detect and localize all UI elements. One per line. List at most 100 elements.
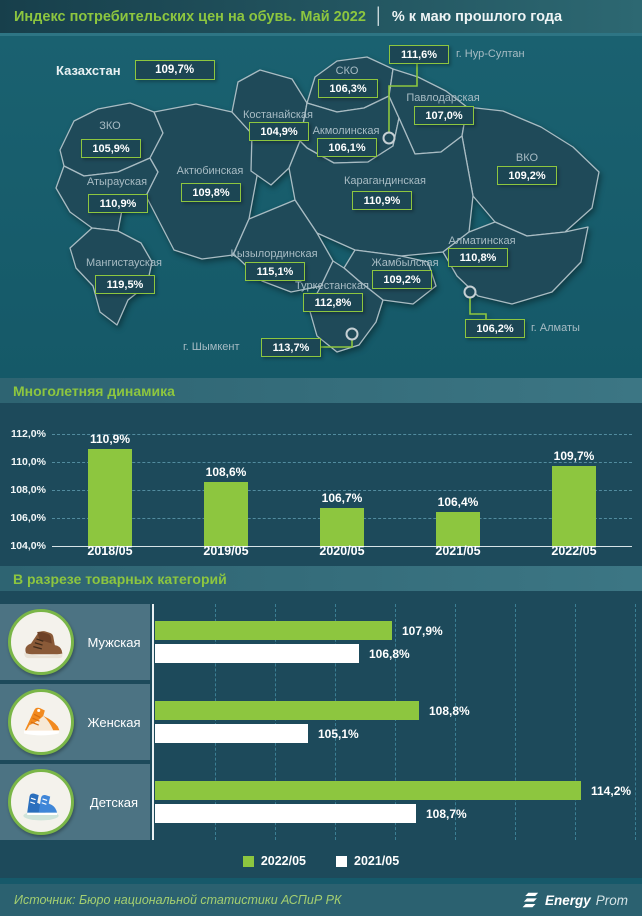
bar-value-label: 106,4% xyxy=(437,495,479,510)
region-shape-almaty-obl xyxy=(442,221,589,305)
country-value-badge: 109,7% xyxy=(134,60,215,80)
region-label: г. Алматы xyxy=(531,322,580,334)
gridline xyxy=(52,462,632,463)
region-value-badge: 110,9% xyxy=(352,191,412,210)
region-value-badge: 105,9% xyxy=(81,139,141,158)
x-axis-label: 2019/05 xyxy=(203,544,249,558)
gridline xyxy=(52,434,632,435)
region-value-badge: 109,2% xyxy=(497,166,557,185)
energyprom-icon xyxy=(522,892,539,908)
region-value-badge: 109,8% xyxy=(181,183,241,202)
x-axis-label: 2020/05 xyxy=(319,544,365,558)
gridline xyxy=(215,604,216,840)
header: Индекс потребительских цен на обувь. Май… xyxy=(0,0,642,36)
region-value-badge: 106,3% xyxy=(318,79,378,98)
region-label: Актюбинская xyxy=(176,165,244,177)
region-label: Акмолинская xyxy=(312,125,380,137)
region-label: Павлодарская xyxy=(406,92,480,104)
bar-value-label: 107,9% xyxy=(402,623,443,638)
category-icon-circle xyxy=(8,689,74,755)
x-axis-label: 2018/05 xyxy=(87,544,133,558)
energyprom-logo: Energy Prom xyxy=(522,892,628,908)
bar xyxy=(155,724,308,743)
title-separator: │ xyxy=(373,7,384,25)
category-panel: Женская xyxy=(0,684,150,760)
bar-column: 109,7% 2022/05 xyxy=(516,403,632,561)
category-row: Мужская 107,9% 106,8% xyxy=(0,604,642,680)
y-axis-tick: 108,0% xyxy=(10,484,46,496)
almaty-marker xyxy=(463,285,477,299)
gridline xyxy=(52,490,632,491)
region-value-badge: 112,8% xyxy=(303,293,363,312)
categories-axis-line xyxy=(152,604,154,840)
bar-column: 110,9% 2018/05 xyxy=(52,403,168,561)
region-value-badge: 107,0% xyxy=(414,106,474,125)
bar-column: 108,6% 2019/05 xyxy=(168,403,284,561)
gridline xyxy=(515,604,516,840)
bar xyxy=(204,481,248,546)
section-dynamics-title: Многолетняя динамика xyxy=(13,382,175,399)
bar-column: 106,7% 2020/05 xyxy=(284,403,400,561)
bar-value-label: 108,8% xyxy=(429,703,470,718)
x-axis-label: 2022/05 xyxy=(551,544,597,558)
gridline xyxy=(395,604,396,840)
region-value-badge: 119,5% xyxy=(95,275,155,294)
section-dynamics-header: Многолетняя динамика xyxy=(0,378,642,403)
region-value-badge: 109,2% xyxy=(372,270,432,289)
y-axis-tick: 112,0% xyxy=(10,428,46,440)
country-total: Казахстан 109,7% xyxy=(56,60,215,80)
mens-shoe-icon xyxy=(24,631,63,659)
region-label: Жамбылская xyxy=(371,257,439,269)
region-value-badge: 115,1% xyxy=(245,262,305,281)
region-label: Кызылординская xyxy=(230,248,318,260)
footer: Источник: Бюро национальной статистики А… xyxy=(0,884,642,916)
category-row: Женская 108,8% 105,1% xyxy=(0,684,642,760)
city-markers xyxy=(345,131,477,341)
bar xyxy=(155,621,392,640)
region-label: СКО xyxy=(335,65,359,77)
bar xyxy=(88,449,132,546)
region-label: Костанайская xyxy=(242,109,314,121)
category-panel: Детская xyxy=(0,764,150,840)
region-value-badge: 110,8% xyxy=(448,248,508,267)
shymkent-marker xyxy=(345,327,359,341)
category-label: Детская xyxy=(89,794,139,810)
bar-column: 106,4% 2021/05 xyxy=(400,403,516,561)
gridline xyxy=(52,546,632,547)
gridline xyxy=(635,604,636,840)
region-label: ЗКО xyxy=(99,120,121,132)
legend-item: 2022/05 xyxy=(242,854,306,868)
region-value-badge: 113,7% xyxy=(261,338,321,357)
bar xyxy=(552,466,596,546)
kids-shoe-icon xyxy=(23,793,59,821)
gridline xyxy=(455,604,456,840)
bar xyxy=(155,701,419,720)
nur-sultan-connector xyxy=(388,64,418,132)
almaty-connector xyxy=(469,297,487,319)
legend-swatch xyxy=(336,855,347,867)
bar-value-label: 110,9% xyxy=(89,432,131,447)
bar xyxy=(155,644,359,663)
region-label: Карагандинская xyxy=(344,175,426,187)
category-panel: Мужская xyxy=(0,604,150,680)
region-label: ВКО xyxy=(515,152,539,164)
region-shape-karaganda xyxy=(288,117,474,257)
brand-name-bold: Energy xyxy=(544,892,591,908)
category-icon-circle xyxy=(8,769,74,835)
country-label: Казахстан xyxy=(56,62,121,78)
y-axis-tick: 110,0% xyxy=(10,456,46,468)
bar-value-label: 114,2% xyxy=(591,783,632,798)
brand-name-light: Prom xyxy=(595,892,628,908)
legend-label: 2022/05 xyxy=(260,854,306,868)
region-label: Алматинская xyxy=(448,235,516,247)
section-categories-header: В разрезе товарных категорий xyxy=(0,566,642,591)
region-shape-aktobe xyxy=(145,103,258,260)
y-axis-tick: 106,0% xyxy=(10,512,46,524)
legend-label: 2021/05 xyxy=(354,854,400,868)
bar-value-label: 106,8% xyxy=(369,646,410,661)
gridline xyxy=(275,604,276,840)
bar xyxy=(320,508,364,546)
section-categories-title: В разрезе товарных категорий xyxy=(13,570,227,587)
categories-bar-chart: Мужская 107,9% 106,8% Женская 108,8% 105,1% … xyxy=(0,596,642,844)
region-value-badge: 106,1% xyxy=(317,138,377,157)
